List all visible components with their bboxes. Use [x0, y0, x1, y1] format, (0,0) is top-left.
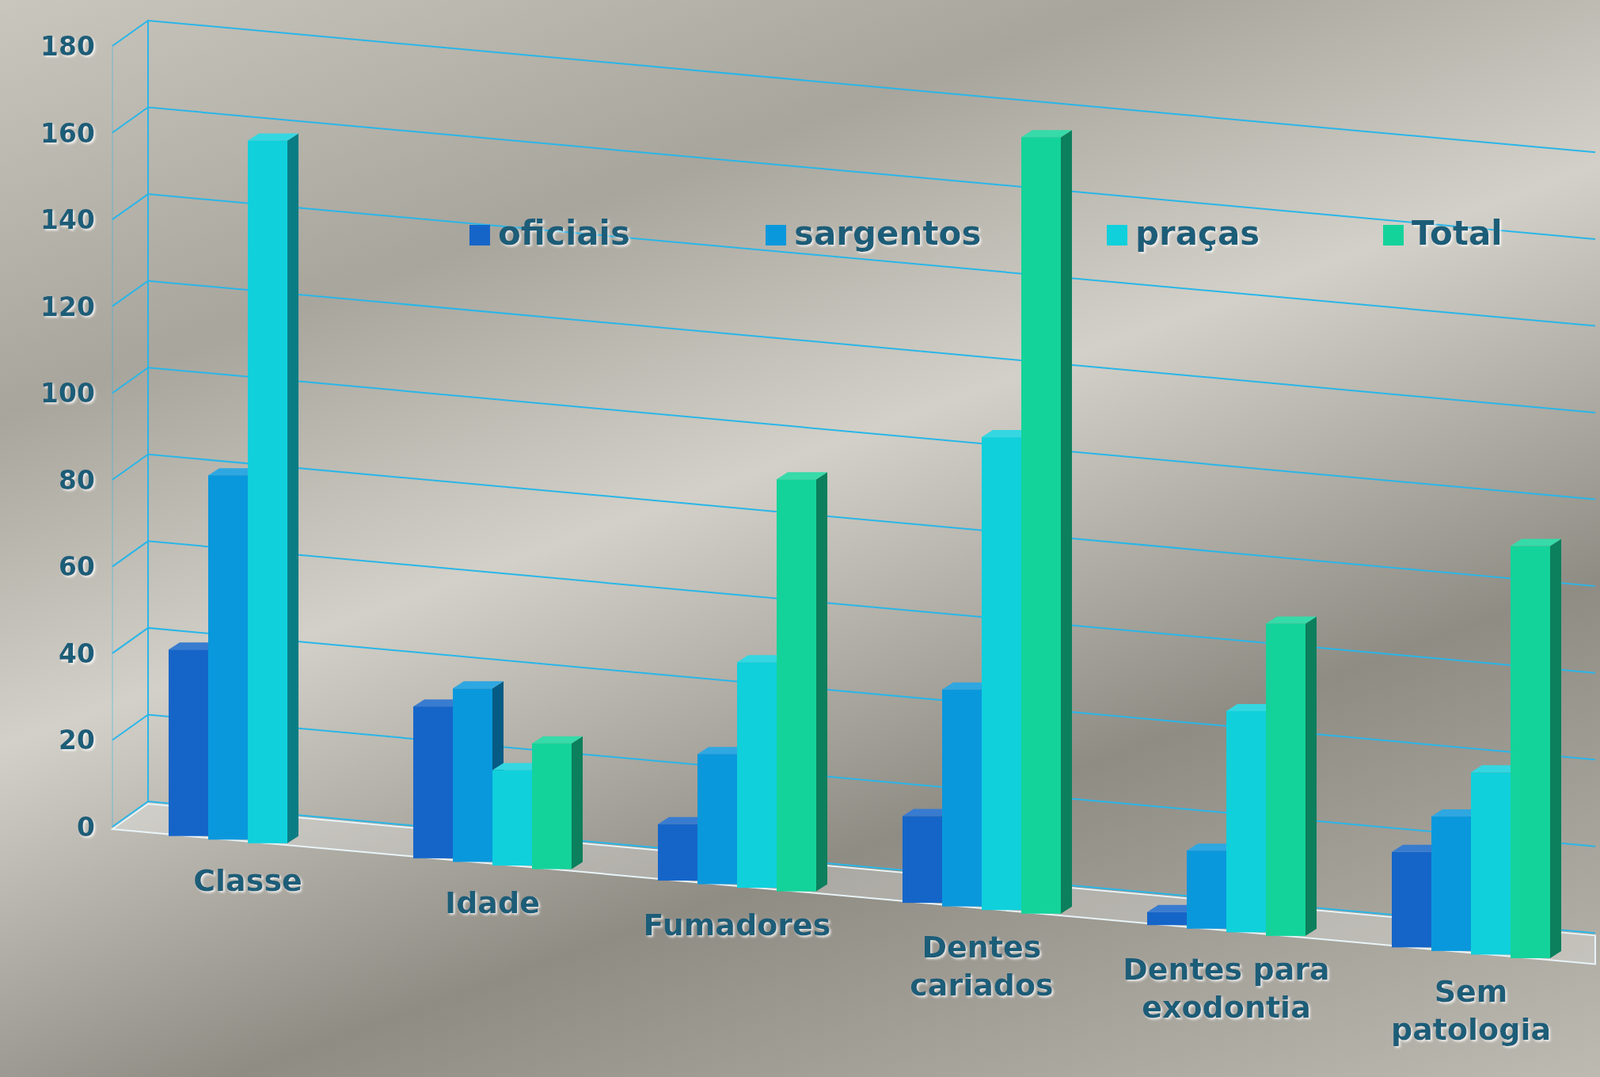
bar-front	[1226, 710, 1266, 932]
floor	[112, 803, 1596, 964]
legend-label: Total	[1411, 213, 1503, 253]
bar-side	[1305, 615, 1317, 935]
tick-label: 0	[76, 811, 96, 843]
grid-line	[112, 627, 1596, 760]
bar-front	[1510, 546, 1551, 958]
legend-swatch	[765, 224, 787, 246]
bar-front	[902, 816, 943, 904]
axis-line	[147, 20, 149, 802]
bar-front	[776, 478, 817, 891]
legend-label: oficiais	[497, 213, 631, 253]
bar-side	[1060, 129, 1072, 914]
bar-front	[1391, 851, 1432, 948]
bar-side	[1550, 539, 1562, 958]
bar-top	[247, 133, 299, 141]
bar-top	[1265, 615, 1317, 624]
grid-line	[112, 281, 1596, 413]
tick-label: 20	[58, 724, 96, 756]
bar-side	[816, 471, 828, 891]
bar-front	[1147, 912, 1187, 925]
bar-front	[657, 824, 698, 881]
bar-front	[942, 689, 982, 907]
grid-line	[112, 193, 1596, 326]
bar-front	[413, 706, 453, 859]
bar	[1265, 615, 1317, 935]
tick-label: 40	[58, 638, 96, 669]
bar-front	[247, 140, 288, 843]
category-label: Fumadores	[643, 907, 832, 943]
bar-top	[776, 471, 828, 479]
bars	[168, 129, 1562, 958]
bar-top	[1021, 129, 1072, 137]
bar-front	[208, 475, 248, 840]
axis-line	[112, 45, 114, 827]
bar-side	[571, 736, 583, 870]
legend-swatch	[1106, 224, 1128, 246]
category-label: Idade	[444, 885, 540, 920]
legend-swatch	[469, 224, 491, 246]
tick-label: 140	[40, 204, 96, 236]
bar-top	[1510, 539, 1562, 547]
category-label: Dentescariados	[909, 929, 1054, 1003]
bar-front	[1470, 771, 1511, 954]
grid	[112, 20, 1596, 933]
bar-front	[1021, 136, 1061, 914]
bar-top	[452, 680, 504, 688]
bar-top	[532, 736, 583, 744]
legend-label: praças	[1135, 213, 1260, 253]
tick-label: 180	[40, 30, 96, 62]
tick-label: 120	[40, 291, 96, 323]
bar	[532, 736, 583, 870]
bar-front	[737, 661, 777, 888]
grid-line	[112, 540, 1596, 673]
bar	[247, 133, 299, 843]
bar-front	[492, 769, 533, 866]
bar-front	[168, 649, 209, 837]
legend-swatch	[1383, 224, 1404, 246]
legend: oficiais sargentos praças Total	[469, 213, 1503, 253]
bar-front	[532, 743, 572, 870]
category-label: Dentes paraexodontia	[1122, 951, 1330, 1025]
bar	[1021, 129, 1072, 914]
tick-label: 160	[40, 117, 96, 149]
category-label: Sempatologia	[1390, 973, 1551, 1047]
grid-line	[112, 454, 1596, 586]
legend-label: sargentos	[794, 213, 981, 253]
tick-label: 100	[40, 377, 96, 409]
bar-front	[697, 753, 738, 884]
chart: 0 20 40 60 80 100 120 140 160 180 Classe Idade Fumad…	[0, 0, 1600, 1077]
bar	[1510, 539, 1562, 958]
grid-line	[112, 20, 1596, 153]
bar-front	[1431, 816, 1471, 951]
bar-front	[452, 687, 493, 862]
category-label: Classe	[193, 862, 303, 898]
bar-side	[287, 133, 299, 843]
tick-label: 80	[58, 464, 96, 496]
bar-front	[1186, 850, 1227, 929]
bar-front	[1265, 623, 1306, 935]
bar	[776, 471, 828, 891]
grid-line	[112, 367, 1596, 499]
bar-front	[981, 437, 1022, 910]
tick-label: 60	[58, 551, 96, 582]
